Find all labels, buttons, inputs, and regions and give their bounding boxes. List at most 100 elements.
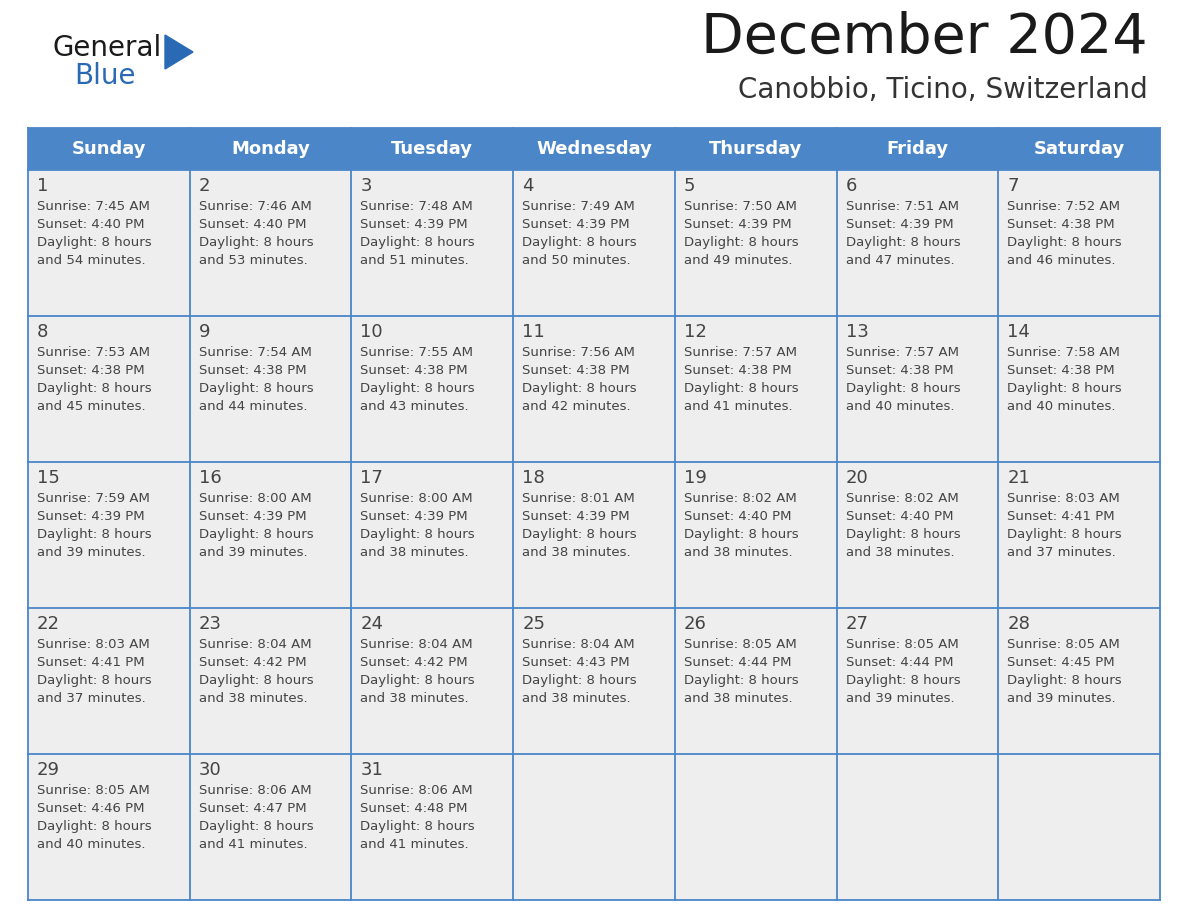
Bar [513,316,675,462]
Bar [29,462,190,608]
Bar [675,608,836,754]
Text: 8: 8 [37,323,49,341]
Text: 15: 15 [37,469,59,487]
Text: 30: 30 [198,761,221,779]
Bar [29,316,190,462]
Text: 13: 13 [846,323,868,341]
Text: Sunrise: 7:45 AM
Sunset: 4:40 PM
Daylight: 8 hours
and 54 minutes.: Sunrise: 7:45 AM Sunset: 4:40 PM Dayligh… [37,200,152,267]
Bar [29,170,190,316]
Text: Sunrise: 8:06 AM
Sunset: 4:48 PM
Daylight: 8 hours
and 41 minutes.: Sunrise: 8:06 AM Sunset: 4:48 PM Dayligh… [360,784,475,851]
Text: Sunrise: 8:04 AM
Sunset: 4:42 PM
Daylight: 8 hours
and 38 minutes.: Sunrise: 8:04 AM Sunset: 4:42 PM Dayligh… [198,638,314,705]
Bar [998,316,1159,462]
Text: Sunrise: 8:01 AM
Sunset: 4:39 PM
Daylight: 8 hours
and 38 minutes.: Sunrise: 8:01 AM Sunset: 4:39 PM Dayligh… [523,492,637,559]
Text: 4: 4 [523,177,533,195]
Bar [190,170,352,316]
Text: 23: 23 [198,615,222,633]
Text: Friday: Friday [886,140,948,158]
Bar [190,128,352,170]
Text: 21: 21 [1007,469,1030,487]
Text: Sunrise: 7:56 AM
Sunset: 4:38 PM
Daylight: 8 hours
and 42 minutes.: Sunrise: 7:56 AM Sunset: 4:38 PM Dayligh… [523,346,637,413]
Bar [998,128,1159,170]
Text: 29: 29 [37,761,61,779]
Bar [29,128,190,170]
Text: Sunrise: 8:05 AM
Sunset: 4:46 PM
Daylight: 8 hours
and 40 minutes.: Sunrise: 8:05 AM Sunset: 4:46 PM Dayligh… [37,784,152,851]
Text: Sunrise: 8:06 AM
Sunset: 4:47 PM
Daylight: 8 hours
and 41 minutes.: Sunrise: 8:06 AM Sunset: 4:47 PM Dayligh… [198,784,314,851]
Text: Tuesday: Tuesday [391,140,473,158]
Text: Sunrise: 8:03 AM
Sunset: 4:41 PM
Daylight: 8 hours
and 37 minutes.: Sunrise: 8:03 AM Sunset: 4:41 PM Dayligh… [37,638,152,705]
Text: Sunrise: 8:03 AM
Sunset: 4:41 PM
Daylight: 8 hours
and 37 minutes.: Sunrise: 8:03 AM Sunset: 4:41 PM Dayligh… [1007,492,1121,559]
Text: 1: 1 [37,177,49,195]
Text: 24: 24 [360,615,384,633]
Bar [836,128,998,170]
Bar [29,608,190,754]
Text: Blue: Blue [74,62,135,90]
Text: Sunrise: 7:59 AM
Sunset: 4:39 PM
Daylight: 8 hours
and 39 minutes.: Sunrise: 7:59 AM Sunset: 4:39 PM Dayligh… [37,492,152,559]
Bar [836,316,998,462]
Bar [836,170,998,316]
Text: Sunrise: 8:04 AM
Sunset: 4:43 PM
Daylight: 8 hours
and 38 minutes.: Sunrise: 8:04 AM Sunset: 4:43 PM Dayligh… [523,638,637,705]
Bar [190,608,352,754]
Bar [190,316,352,462]
Text: Sunrise: 8:02 AM
Sunset: 4:40 PM
Daylight: 8 hours
and 38 minutes.: Sunrise: 8:02 AM Sunset: 4:40 PM Dayligh… [846,492,960,559]
Bar [998,608,1159,754]
Text: 5: 5 [684,177,695,195]
Bar [836,608,998,754]
Bar [352,128,513,170]
Bar [836,754,998,900]
Text: 7: 7 [1007,177,1019,195]
Bar [836,462,998,608]
Text: 9: 9 [198,323,210,341]
Text: Sunrise: 7:54 AM
Sunset: 4:38 PM
Daylight: 8 hours
and 44 minutes.: Sunrise: 7:54 AM Sunset: 4:38 PM Dayligh… [198,346,314,413]
Bar [675,316,836,462]
Text: Sunrise: 8:00 AM
Sunset: 4:39 PM
Daylight: 8 hours
and 38 minutes.: Sunrise: 8:00 AM Sunset: 4:39 PM Dayligh… [360,492,475,559]
Text: General: General [52,34,162,62]
Text: 25: 25 [523,615,545,633]
Text: 19: 19 [684,469,707,487]
Bar [513,754,675,900]
Bar [190,754,352,900]
Text: 18: 18 [523,469,545,487]
Bar [513,170,675,316]
Text: 12: 12 [684,323,707,341]
Text: Sunrise: 7:53 AM
Sunset: 4:38 PM
Daylight: 8 hours
and 45 minutes.: Sunrise: 7:53 AM Sunset: 4:38 PM Dayligh… [37,346,152,413]
Text: Wednesday: Wednesday [536,140,652,158]
Text: 6: 6 [846,177,857,195]
Bar [675,170,836,316]
Bar [513,608,675,754]
Bar [675,128,836,170]
Text: Sunrise: 8:04 AM
Sunset: 4:42 PM
Daylight: 8 hours
and 38 minutes.: Sunrise: 8:04 AM Sunset: 4:42 PM Dayligh… [360,638,475,705]
Text: 14: 14 [1007,323,1030,341]
Text: Sunrise: 8:02 AM
Sunset: 4:40 PM
Daylight: 8 hours
and 38 minutes.: Sunrise: 8:02 AM Sunset: 4:40 PM Dayligh… [684,492,798,559]
Text: Sunrise: 7:49 AM
Sunset: 4:39 PM
Daylight: 8 hours
and 50 minutes.: Sunrise: 7:49 AM Sunset: 4:39 PM Dayligh… [523,200,637,267]
Text: Sunrise: 7:58 AM
Sunset: 4:38 PM
Daylight: 8 hours
and 40 minutes.: Sunrise: 7:58 AM Sunset: 4:38 PM Dayligh… [1007,346,1121,413]
Text: Sunrise: 8:00 AM
Sunset: 4:39 PM
Daylight: 8 hours
and 39 minutes.: Sunrise: 8:00 AM Sunset: 4:39 PM Dayligh… [198,492,314,559]
Text: Sunrise: 7:48 AM
Sunset: 4:39 PM
Daylight: 8 hours
and 51 minutes.: Sunrise: 7:48 AM Sunset: 4:39 PM Dayligh… [360,200,475,267]
Text: Sunrise: 7:55 AM
Sunset: 4:38 PM
Daylight: 8 hours
and 43 minutes.: Sunrise: 7:55 AM Sunset: 4:38 PM Dayligh… [360,346,475,413]
Bar [29,754,190,900]
Polygon shape [165,35,192,69]
Text: 16: 16 [198,469,221,487]
Text: 11: 11 [523,323,545,341]
Text: Sunrise: 8:05 AM
Sunset: 4:45 PM
Daylight: 8 hours
and 39 minutes.: Sunrise: 8:05 AM Sunset: 4:45 PM Dayligh… [1007,638,1121,705]
Bar [352,170,513,316]
Text: Sunrise: 8:05 AM
Sunset: 4:44 PM
Daylight: 8 hours
and 39 minutes.: Sunrise: 8:05 AM Sunset: 4:44 PM Dayligh… [846,638,960,705]
Bar [352,316,513,462]
Text: December 2024: December 2024 [701,11,1148,65]
Text: Thursday: Thursday [709,140,802,158]
Bar [513,462,675,608]
Text: 20: 20 [846,469,868,487]
Text: Sunrise: 7:46 AM
Sunset: 4:40 PM
Daylight: 8 hours
and 53 minutes.: Sunrise: 7:46 AM Sunset: 4:40 PM Dayligh… [198,200,314,267]
Bar [998,462,1159,608]
Text: Sunrise: 7:51 AM
Sunset: 4:39 PM
Daylight: 8 hours
and 47 minutes.: Sunrise: 7:51 AM Sunset: 4:39 PM Dayligh… [846,200,960,267]
Text: 26: 26 [684,615,707,633]
Text: Sunrise: 8:05 AM
Sunset: 4:44 PM
Daylight: 8 hours
and 38 minutes.: Sunrise: 8:05 AM Sunset: 4:44 PM Dayligh… [684,638,798,705]
Bar [998,754,1159,900]
Text: 3: 3 [360,177,372,195]
Bar [675,754,836,900]
Bar [998,170,1159,316]
Text: Sunday: Sunday [71,140,146,158]
Text: 27: 27 [846,615,868,633]
Text: 10: 10 [360,323,383,341]
Text: 31: 31 [360,761,384,779]
Bar [675,462,836,608]
